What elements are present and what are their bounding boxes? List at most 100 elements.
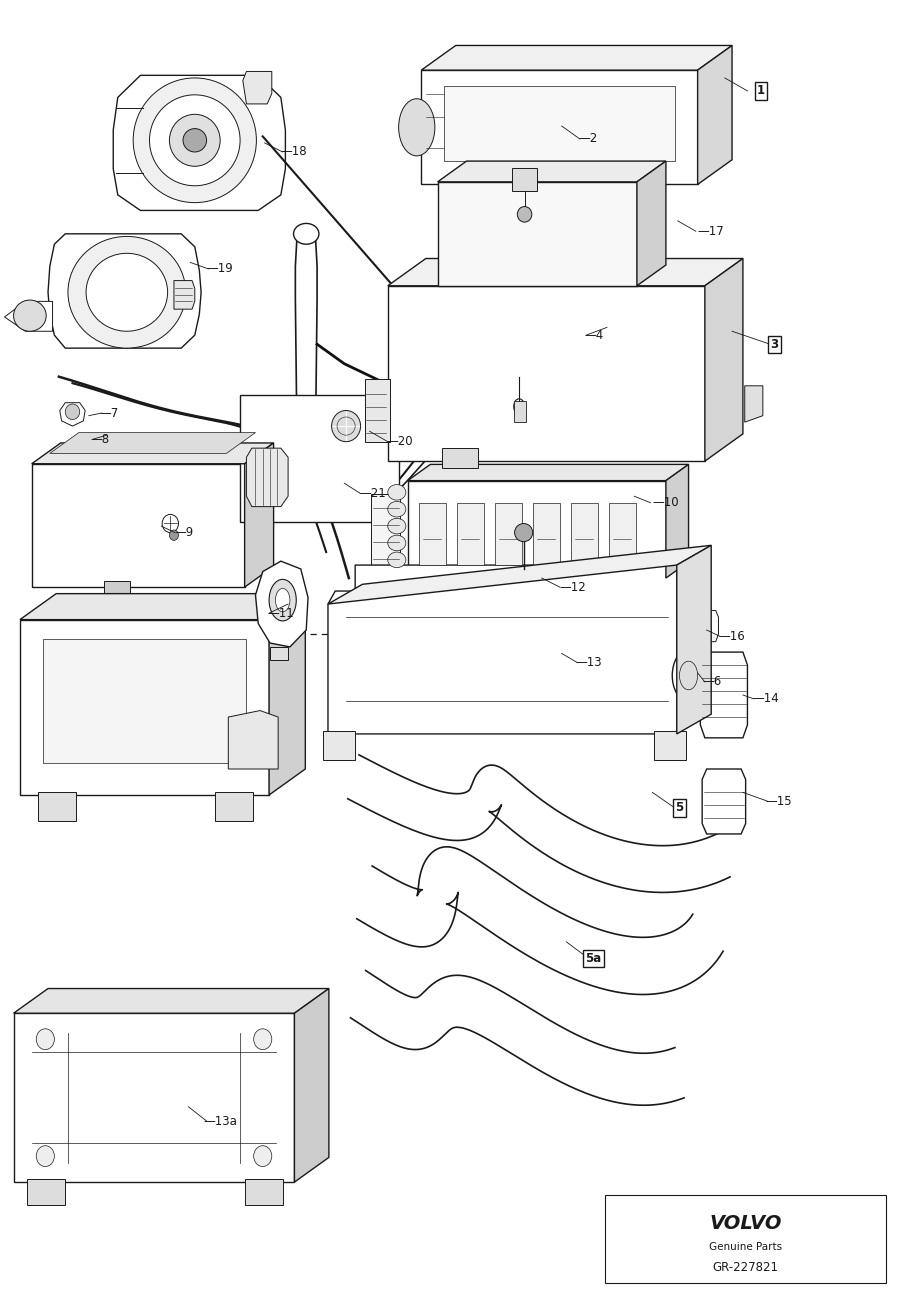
Polygon shape [408,481,666,578]
Ellipse shape [183,129,207,152]
Polygon shape [14,989,329,1013]
Text: —6: —6 [702,675,721,688]
Polygon shape [444,86,675,161]
Polygon shape [243,71,272,104]
Bar [533,503,560,565]
Bar [104,581,130,600]
Bar [514,401,526,422]
Ellipse shape [388,485,406,500]
Polygon shape [48,234,201,348]
Ellipse shape [388,501,406,517]
Ellipse shape [68,236,186,348]
Text: —14: —14 [752,692,779,705]
Bar [419,503,446,565]
Bar [371,494,400,565]
Ellipse shape [275,588,290,612]
Ellipse shape [133,78,256,203]
Polygon shape [20,594,305,620]
Polygon shape [700,652,747,738]
Text: —12: —12 [559,581,586,594]
Polygon shape [677,546,711,734]
Polygon shape [421,45,732,70]
Bar [240,395,399,522]
Ellipse shape [36,1146,54,1167]
Ellipse shape [515,523,533,542]
Polygon shape [20,620,269,795]
Polygon shape [294,989,329,1182]
Ellipse shape [36,1029,54,1050]
Ellipse shape [149,95,240,186]
Polygon shape [270,647,288,660]
Polygon shape [246,448,288,507]
Polygon shape [255,561,308,647]
Bar [365,379,390,442]
Polygon shape [388,286,705,461]
Text: 1: 1 [757,84,765,97]
Polygon shape [269,594,305,795]
Polygon shape [328,546,711,604]
Polygon shape [215,792,253,821]
Polygon shape [388,259,743,286]
Text: —21: —21 [360,487,387,500]
Polygon shape [113,75,285,210]
Polygon shape [32,443,274,464]
Text: —15: —15 [766,795,792,808]
Text: —4: —4 [584,329,603,342]
Bar [571,503,598,565]
Polygon shape [421,70,698,184]
Polygon shape [702,769,746,834]
Text: VOLVO: VOLVO [709,1215,782,1233]
Text: —7: —7 [100,407,119,420]
Text: —11: —11 [267,607,294,620]
Polygon shape [32,464,245,587]
Ellipse shape [254,1029,272,1050]
Text: —13: —13 [575,656,602,669]
Text: —2: —2 [578,132,597,145]
Ellipse shape [254,1146,272,1167]
Ellipse shape [672,650,705,701]
Polygon shape [654,731,686,760]
Ellipse shape [399,99,435,156]
Polygon shape [442,448,478,468]
Bar [457,503,484,565]
Polygon shape [698,45,732,184]
Polygon shape [174,281,195,309]
Bar [495,503,522,565]
Text: —16: —16 [718,630,746,643]
Polygon shape [695,611,718,642]
Text: —19: —19 [207,262,234,275]
Text: —17: —17 [698,225,725,238]
Polygon shape [705,259,743,461]
Polygon shape [408,465,689,481]
Polygon shape [245,1179,283,1205]
Text: —10: —10 [652,496,679,509]
Polygon shape [5,301,53,331]
Polygon shape [38,792,76,821]
Text: —13a: —13a [204,1115,237,1128]
Polygon shape [438,161,666,182]
Ellipse shape [294,223,319,244]
Text: —9: —9 [174,526,193,539]
Polygon shape [43,639,246,763]
Polygon shape [666,465,689,578]
Polygon shape [745,386,763,422]
Text: —18: —18 [281,145,307,158]
Ellipse shape [388,518,406,534]
Ellipse shape [388,535,406,551]
Bar [512,168,537,191]
Ellipse shape [169,114,220,166]
Ellipse shape [517,207,532,222]
Text: Genuine Parts: Genuine Parts [709,1242,782,1252]
Text: 5: 5 [675,801,684,814]
Text: GR-227821: GR-227821 [713,1261,778,1274]
Ellipse shape [269,579,296,621]
Polygon shape [27,1179,65,1205]
Ellipse shape [65,404,80,420]
Text: 5a: 5a [585,952,602,965]
Polygon shape [245,443,274,587]
Polygon shape [14,1013,294,1182]
Polygon shape [637,161,666,286]
Text: —20: —20 [387,435,413,448]
Ellipse shape [332,410,361,442]
Ellipse shape [86,253,168,331]
